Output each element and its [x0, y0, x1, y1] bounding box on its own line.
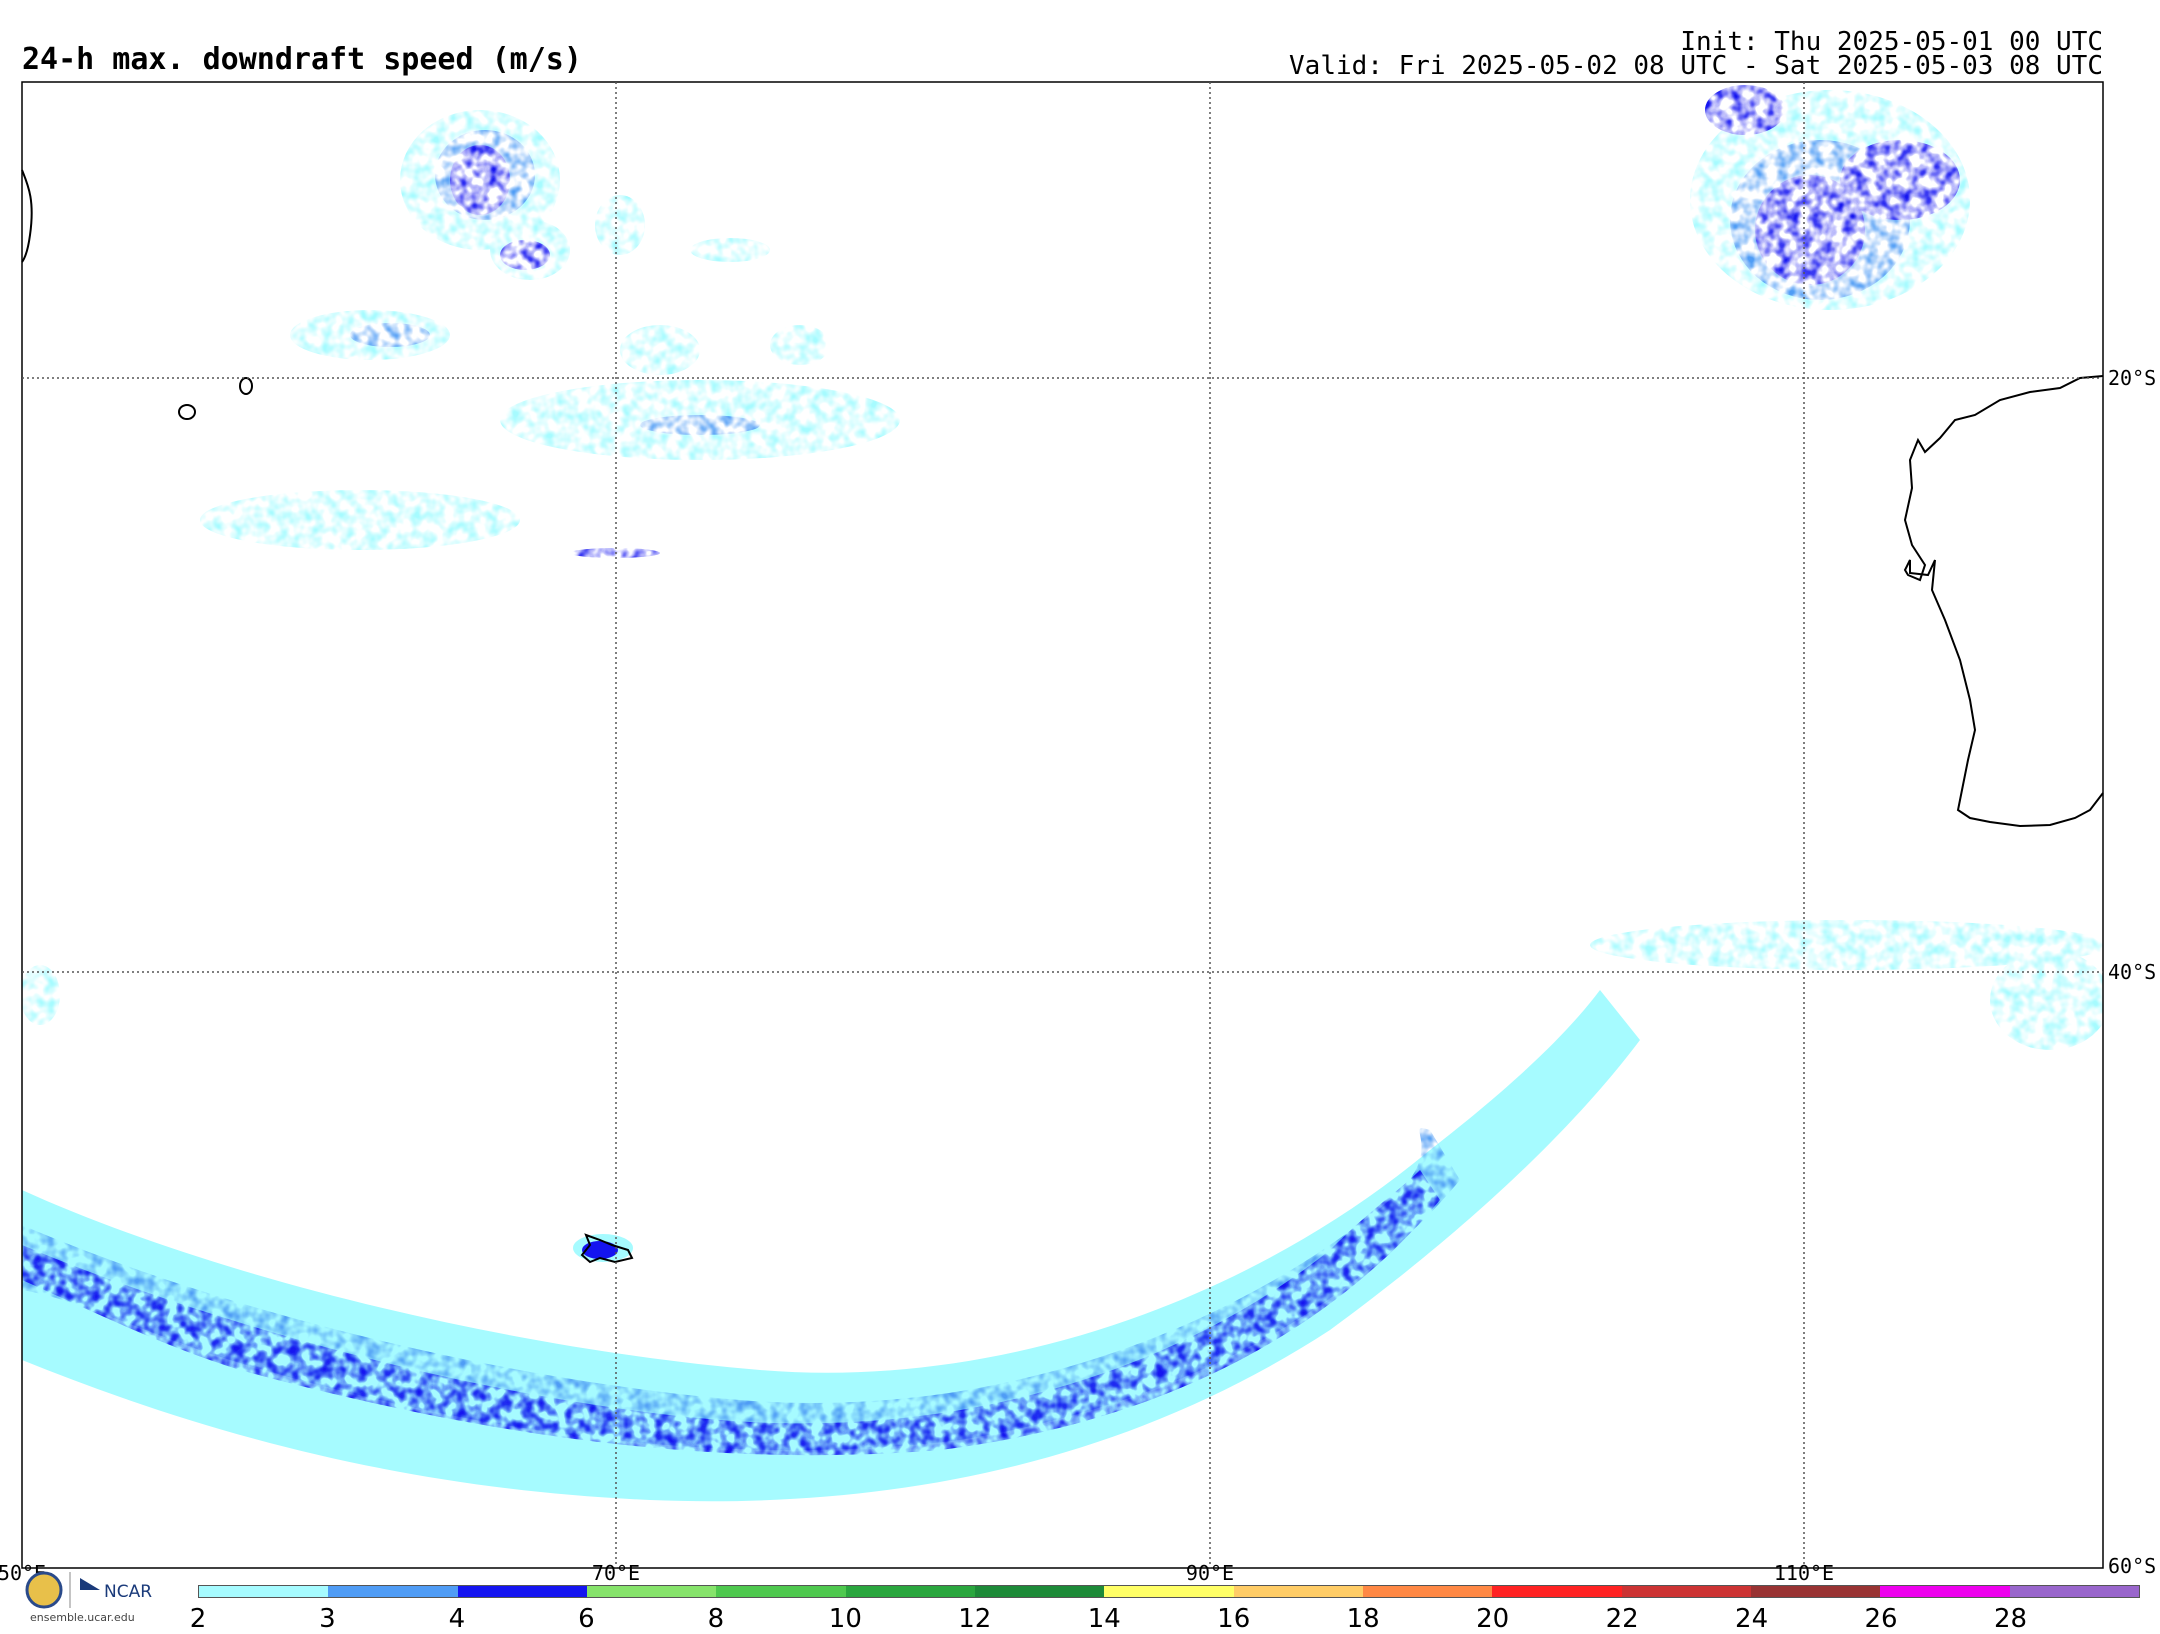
map-title: 24-h max. downdraft speed (m/s) — [22, 42, 582, 77]
colorbar-tick-label: 8 — [707, 1604, 725, 1634]
colorbar-segment — [2009, 1586, 2139, 1597]
lat-label-20s: 20°S — [2108, 366, 2157, 390]
nsf-seal-icon — [25, 1571, 63, 1609]
colorbar-segment — [845, 1586, 975, 1597]
colorbar-tick-label: 22 — [1605, 1604, 1639, 1634]
colorbar-segment — [974, 1586, 1105, 1597]
colorbar-segment — [199, 1586, 329, 1597]
colorbar-segment — [1233, 1586, 1363, 1597]
colorbar-segment — [1880, 1586, 2010, 1597]
colorbar-tick-label: 26 — [1864, 1604, 1898, 1634]
colorbar-tick-label: 16 — [1217, 1604, 1251, 1634]
coastlines — [21, 169, 2104, 1264]
madagascar-coast — [21, 169, 33, 263]
colorbar-tick-label: 12 — [958, 1604, 992, 1634]
lon-label-110e: 110°E — [1773, 1561, 1835, 1585]
lat-label-40s: 40°S — [2108, 960, 2157, 984]
australia-coast — [1903, 375, 2104, 828]
colorbar-tick-label: 6 — [578, 1604, 595, 1634]
colorbar-tick-label: 20 — [1476, 1604, 1510, 1634]
reunion-island — [178, 404, 196, 420]
colorbar-segment — [1750, 1586, 1881, 1597]
downdraft-field — [22, 85, 2103, 1502]
colorbar-segment — [1621, 1586, 1751, 1597]
mauritius-island — [239, 377, 253, 395]
ncar-mark-icon — [80, 1578, 100, 1590]
ncar-wordmark: NCAR — [104, 1582, 153, 1602]
east-streaks — [22, 920, 2103, 1050]
colorbar-tick-label: 10 — [828, 1604, 862, 1634]
logo-url: ensemble.ucar.edu — [30, 1611, 135, 1624]
lon-label-90e: 90°E — [1185, 1561, 1235, 1585]
valid-time: Valid: Fri 2025-05-02 08 UTC - Sat 2025-… — [1289, 51, 2103, 81]
colorbar-segment — [586, 1586, 717, 1597]
plot-border — [21, 81, 2104, 1569]
graticule — [22, 82, 2103, 1568]
nw-convection — [200, 110, 900, 558]
lat-label-60s: 60°S — [2108, 1554, 2157, 1578]
colorbar-tick-label: 4 — [448, 1604, 466, 1634]
colorbar — [198, 1585, 2140, 1598]
colorbar-tick-label: 28 — [1993, 1604, 2028, 1634]
ne-convection — [1690, 85, 1970, 310]
kerguelen-island — [580, 1233, 634, 1264]
colorbar-tick-label: 18 — [1346, 1604, 1380, 1634]
colorbar-tick-label: 24 — [1735, 1604, 1769, 1634]
colorbar-tick-label: 14 — [1087, 1604, 1121, 1634]
colorbar-segment — [1362, 1586, 1493, 1597]
colorbar-segment — [1492, 1586, 1622, 1597]
colorbar-segment — [457, 1586, 587, 1597]
colorbar-tick-label: 2 — [189, 1604, 207, 1634]
nsf-ncar-logo — [25, 1571, 100, 1609]
colorbar-segment — [328, 1586, 458, 1597]
colorbar-segment — [1104, 1586, 1234, 1597]
lon-label-70e: 70°E — [591, 1561, 641, 1585]
colorbar-tick-label: 3 — [319, 1604, 336, 1634]
colorbar-segment — [716, 1586, 846, 1597]
band-core — [22, 1170, 1440, 1456]
kerguelen-core — [582, 1241, 618, 1259]
init-time: Init: Thu 2025-05-01 00 UTC — [1680, 27, 2103, 57]
